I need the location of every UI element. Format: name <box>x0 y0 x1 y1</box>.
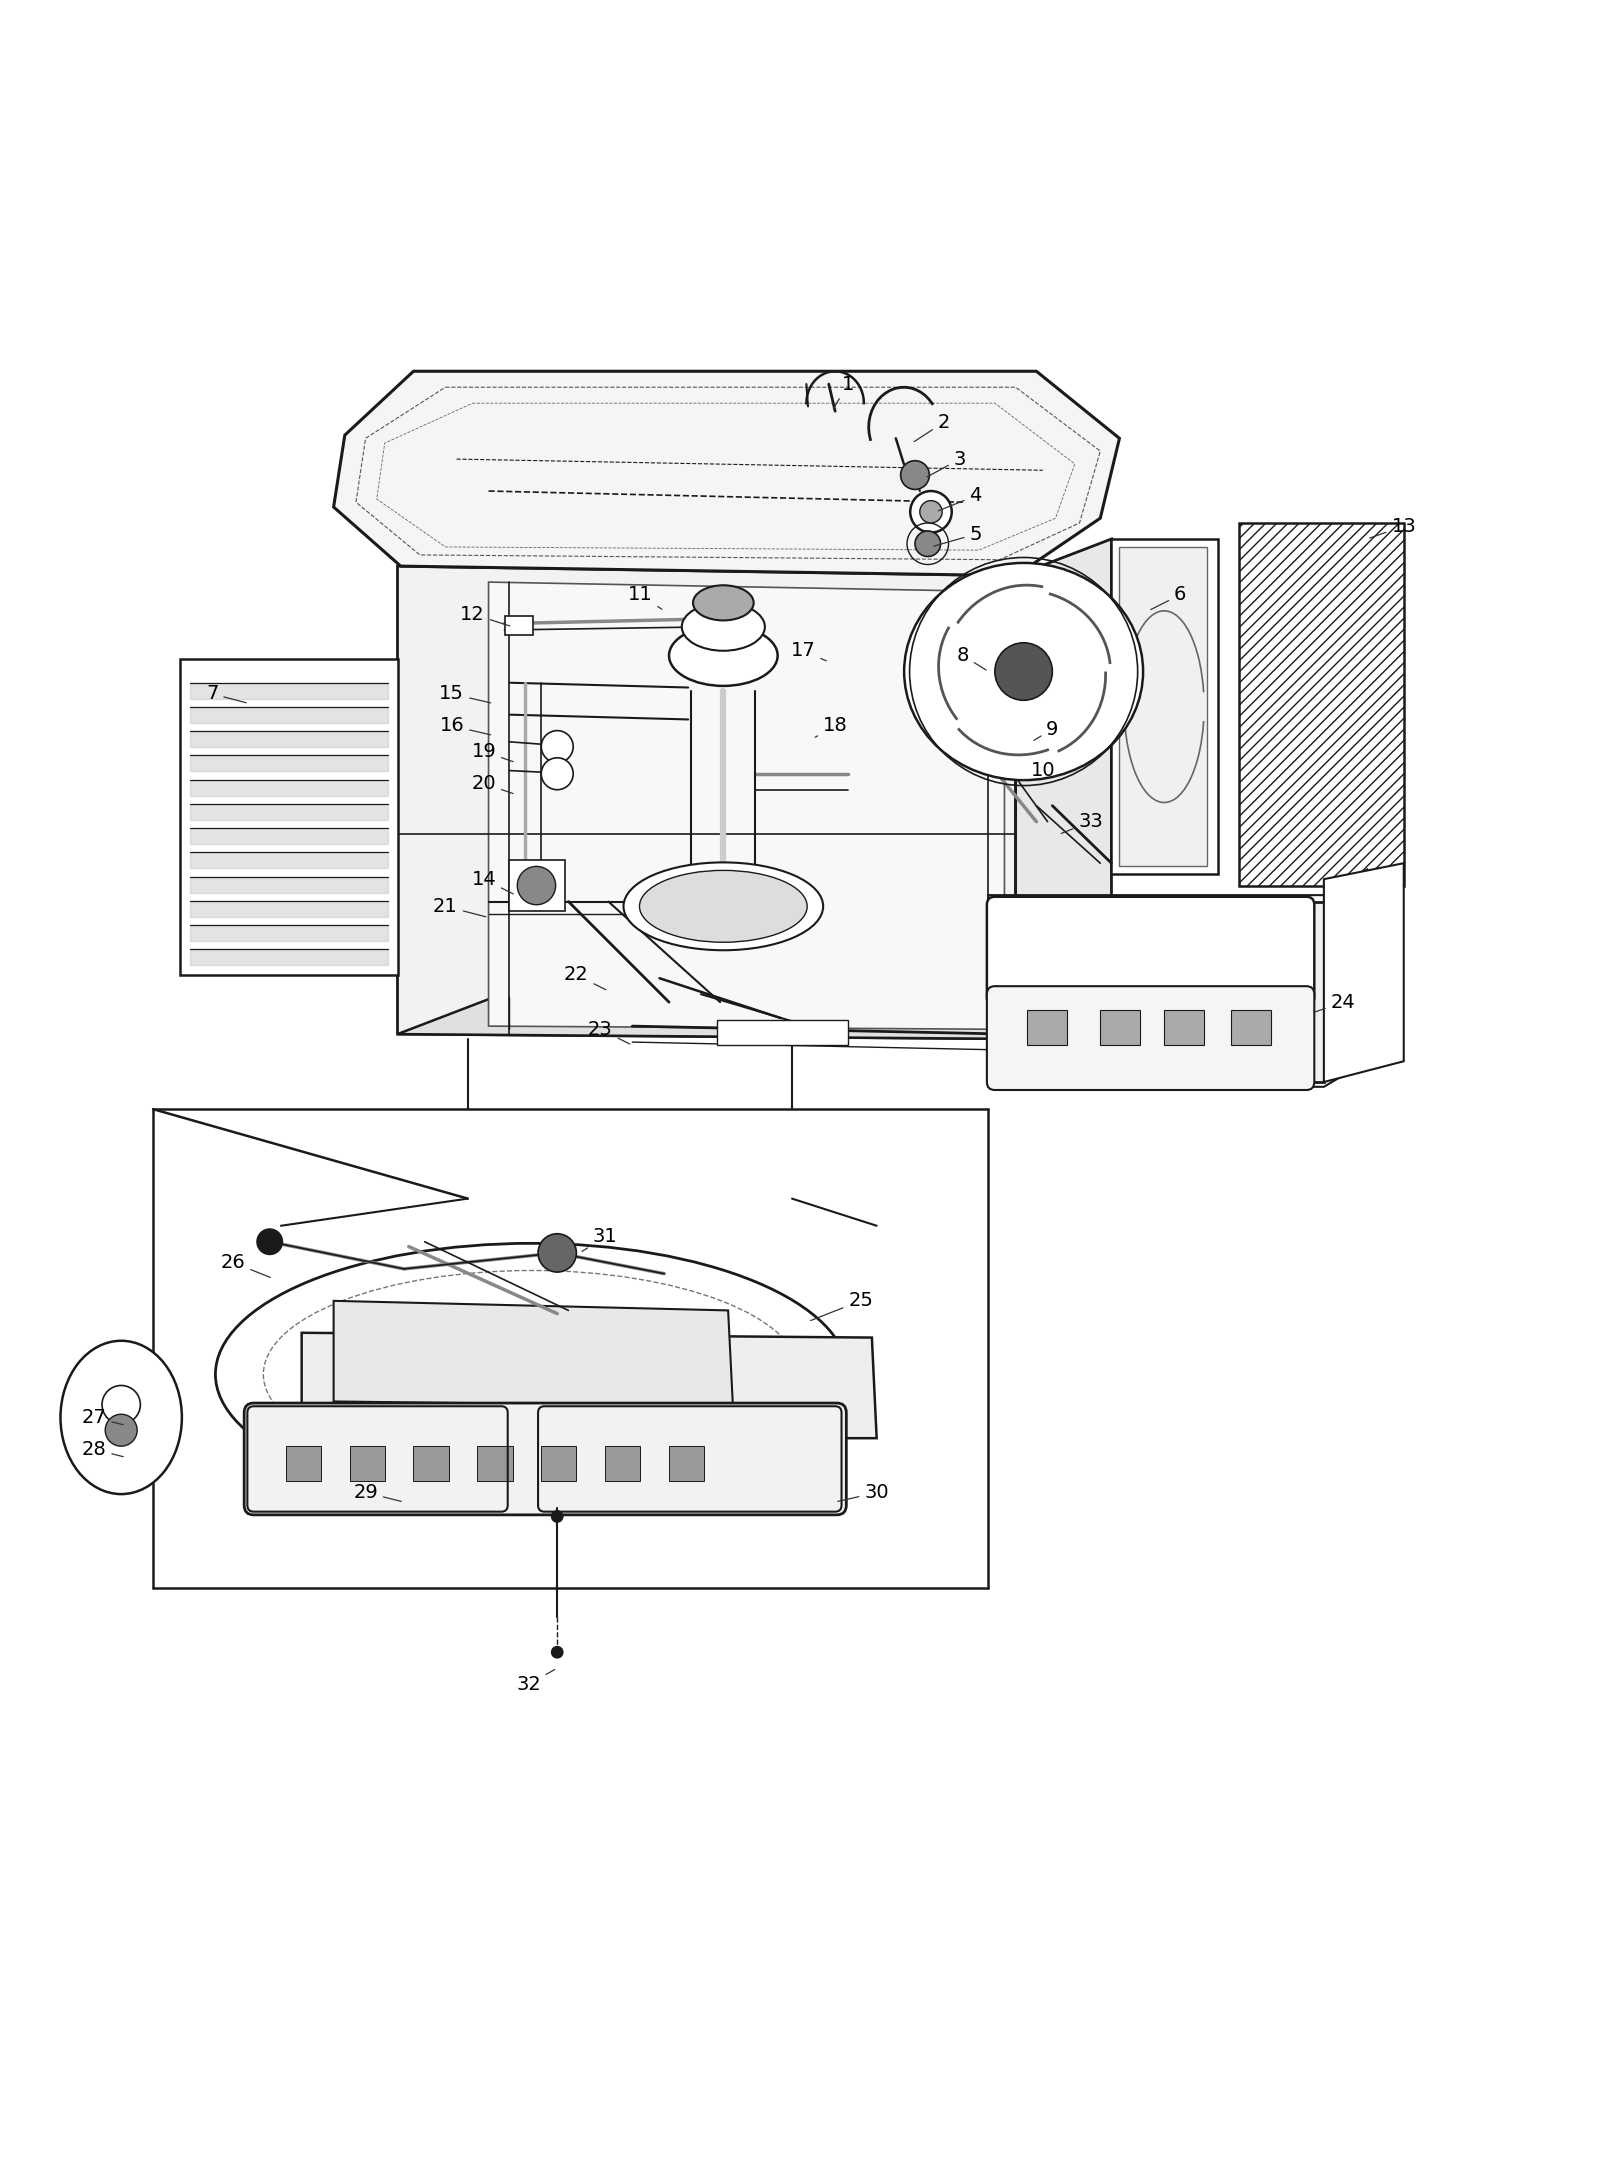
Text: 5: 5 <box>934 525 982 547</box>
Bar <box>509 859 565 911</box>
Text: 26: 26 <box>221 1254 270 1277</box>
Bar <box>1101 1009 1141 1044</box>
Text: 1: 1 <box>834 375 854 410</box>
Polygon shape <box>1323 863 1403 1081</box>
Ellipse shape <box>904 562 1142 780</box>
Polygon shape <box>181 658 397 974</box>
Polygon shape <box>334 1301 733 1406</box>
Circle shape <box>541 759 573 789</box>
Polygon shape <box>989 903 1323 1081</box>
Ellipse shape <box>682 604 765 652</box>
Text: 11: 11 <box>627 586 662 608</box>
Bar <box>605 1445 640 1482</box>
Ellipse shape <box>669 626 778 687</box>
Circle shape <box>538 1234 576 1273</box>
Polygon shape <box>488 582 1005 1029</box>
Circle shape <box>901 460 930 490</box>
Text: 8: 8 <box>957 645 986 669</box>
Bar <box>669 1445 704 1482</box>
Bar <box>1165 1009 1205 1044</box>
Ellipse shape <box>216 1243 848 1504</box>
Text: 23: 23 <box>587 1020 630 1044</box>
Text: 15: 15 <box>440 685 491 704</box>
Bar <box>1232 1009 1270 1044</box>
Text: 9: 9 <box>1034 719 1059 741</box>
Ellipse shape <box>61 1341 182 1493</box>
Text: 31: 31 <box>582 1227 618 1251</box>
Circle shape <box>258 1230 283 1254</box>
Polygon shape <box>397 567 1016 1040</box>
Text: 33: 33 <box>1061 813 1102 833</box>
Polygon shape <box>302 1332 877 1439</box>
Circle shape <box>102 1386 141 1424</box>
Bar <box>413 1445 448 1482</box>
Circle shape <box>995 643 1053 700</box>
Text: 27: 27 <box>82 1408 123 1428</box>
Circle shape <box>550 1646 563 1659</box>
Text: 2: 2 <box>914 412 950 443</box>
Text: 24: 24 <box>1314 992 1355 1012</box>
FancyBboxPatch shape <box>987 985 1314 1090</box>
Circle shape <box>910 490 952 532</box>
Polygon shape <box>1240 523 1403 885</box>
Text: 25: 25 <box>811 1291 874 1321</box>
Text: 20: 20 <box>472 774 514 794</box>
Ellipse shape <box>640 870 806 942</box>
Bar <box>541 1445 576 1482</box>
Text: 13: 13 <box>1370 517 1416 538</box>
Text: 10: 10 <box>1022 761 1054 780</box>
Bar <box>1027 1009 1067 1044</box>
FancyBboxPatch shape <box>245 1404 846 1515</box>
Polygon shape <box>1120 547 1208 865</box>
FancyBboxPatch shape <box>987 896 1314 1005</box>
Ellipse shape <box>693 584 754 621</box>
Bar <box>717 1020 848 1044</box>
Ellipse shape <box>624 863 822 950</box>
Text: 28: 28 <box>82 1439 123 1458</box>
Bar <box>477 1445 512 1482</box>
Text: 32: 32 <box>517 1670 555 1694</box>
Text: 12: 12 <box>461 604 510 626</box>
Circle shape <box>106 1415 138 1445</box>
Text: 22: 22 <box>565 966 606 990</box>
Circle shape <box>920 501 942 523</box>
Text: 17: 17 <box>790 641 826 661</box>
Text: 29: 29 <box>354 1482 402 1502</box>
Bar <box>286 1445 322 1482</box>
Polygon shape <box>397 998 1112 1040</box>
Circle shape <box>550 1511 563 1524</box>
Polygon shape <box>1016 538 1112 1040</box>
Polygon shape <box>334 371 1120 576</box>
Text: 6: 6 <box>1150 586 1186 610</box>
Text: Aimix: Aimix <box>674 979 830 1027</box>
Text: 7: 7 <box>206 685 246 704</box>
Text: 19: 19 <box>472 741 514 761</box>
Text: 30: 30 <box>838 1482 890 1502</box>
Polygon shape <box>1112 538 1219 874</box>
Text: 21: 21 <box>434 896 486 918</box>
Circle shape <box>541 730 573 763</box>
Text: 3: 3 <box>926 449 966 477</box>
Bar <box>504 615 533 634</box>
Text: 16: 16 <box>440 717 491 735</box>
Bar <box>349 1445 384 1482</box>
Text: 4: 4 <box>938 486 982 510</box>
Text: 18: 18 <box>814 717 848 737</box>
Circle shape <box>517 865 555 905</box>
Text: 14: 14 <box>472 870 514 894</box>
Circle shape <box>915 532 941 556</box>
